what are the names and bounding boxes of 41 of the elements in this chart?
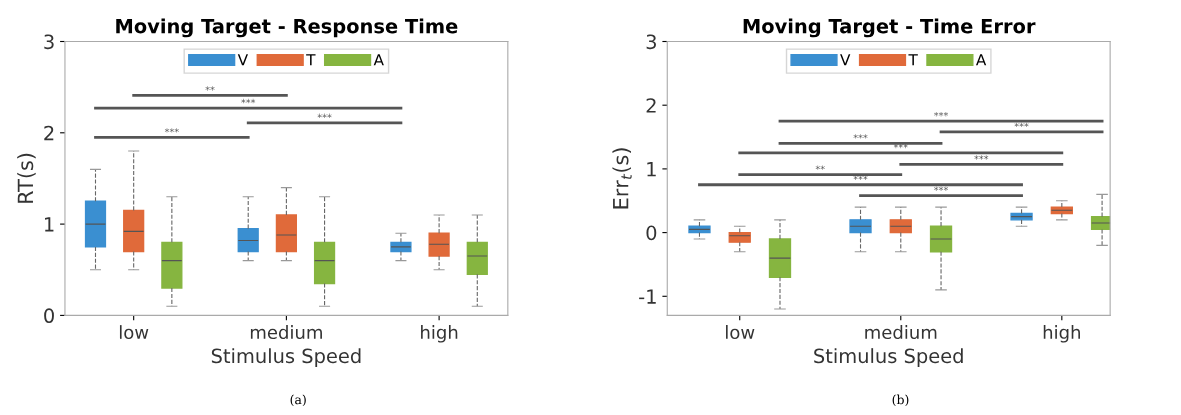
- y-tick-label: -1: [639, 289, 656, 304]
- x-tick-label: low: [726, 325, 755, 340]
- y-axis-title: Err$_{t}$(s): [612, 148, 632, 209]
- legend-label: V: [840, 54, 851, 66]
- x-tick-label: medium: [865, 325, 937, 340]
- x-tick-label: high: [1043, 325, 1080, 343]
- y-tick-label: 1: [647, 162, 656, 177]
- text: (b): [892, 394, 909, 407]
- x-axis-title: Stimulus Speed: [814, 348, 963, 367]
- x-tick-label: medium: [250, 325, 322, 340]
- annotation: ***: [853, 175, 868, 180]
- annotation: **: [815, 165, 825, 170]
- annotation: ***: [317, 113, 332, 119]
- chart-title: Moving Target - Time Error: [743, 18, 1036, 38]
- y-axis-title: RT(s): [17, 153, 36, 203]
- legend-label: A: [975, 54, 987, 66]
- y-tick-label: 0: [646, 225, 657, 241]
- text: (a): [290, 394, 306, 407]
- y-tick-label: 0: [44, 308, 54, 324]
- x-tick-label: high: [421, 325, 458, 343]
- legend-label: V: [237, 54, 248, 66]
- annotation: ***: [893, 143, 908, 149]
- annotation: ***: [934, 111, 949, 117]
- y-tick-label: 1: [45, 217, 54, 232]
- x-tick-label: low: [119, 325, 149, 340]
- y-tick-label: 2: [646, 98, 656, 113]
- chart-title: Moving Target - Response Time: [116, 18, 458, 38]
- annotation: ***: [164, 128, 179, 133]
- y-tick-label: 3: [44, 34, 54, 50]
- legend-label: A: [373, 54, 384, 66]
- y-tick-label: 2: [44, 125, 54, 141]
- annotation: **: [205, 86, 215, 91]
- x-axis-title: Stimulus Speed: [211, 348, 361, 367]
- annotation: ***: [853, 134, 868, 139]
- annotation: ***: [1014, 122, 1029, 128]
- annotation: ***: [974, 155, 989, 160]
- legend-label: T: [306, 54, 316, 66]
- annotation: ***: [241, 98, 256, 104]
- annotation: ***: [934, 186, 949, 191]
- legend-label: T: [908, 54, 918, 66]
- y-tick-label: 3: [646, 34, 656, 50]
